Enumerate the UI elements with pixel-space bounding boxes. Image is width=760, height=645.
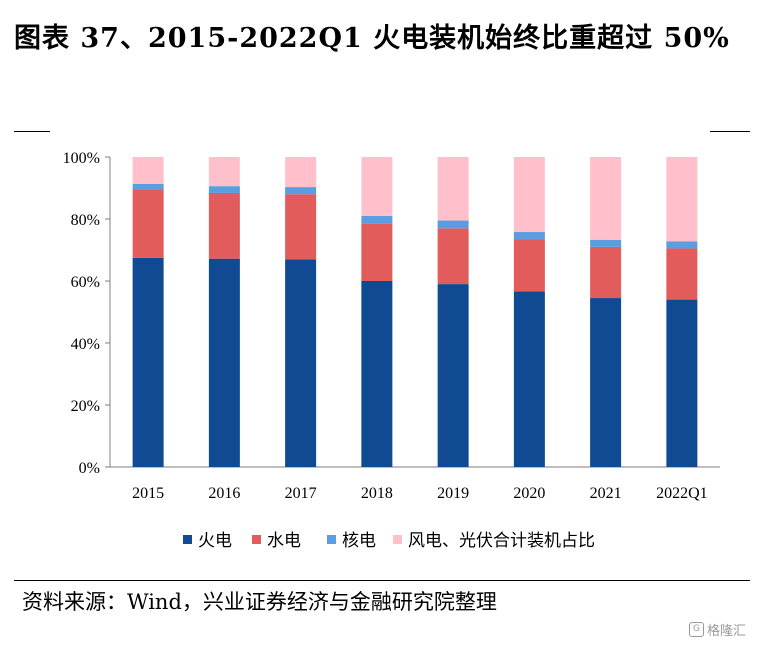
bar-segment-2015 xyxy=(132,189,164,258)
bar-segment-2022Q1 xyxy=(666,157,698,242)
bar-segment-2016 xyxy=(208,192,240,259)
title-rule-left xyxy=(14,131,50,132)
bar-segment-2021 xyxy=(590,298,622,467)
legend-label: 火电 xyxy=(198,531,232,550)
bar-segment-2018 xyxy=(361,223,393,281)
title-rule-right xyxy=(710,131,750,132)
x-tick-label: 2019 xyxy=(437,485,469,502)
source-rule xyxy=(14,580,750,581)
bar-segment-2018 xyxy=(361,215,393,224)
bar-segment-2019 xyxy=(437,228,469,285)
watermark-logo-icon: G xyxy=(688,622,704,637)
bar-segment-2016 xyxy=(208,258,240,467)
x-tick-label: 2018 xyxy=(361,485,393,502)
bar-segment-2021 xyxy=(590,239,622,247)
x-tick-label: 2016 xyxy=(208,485,240,502)
bar-segment-2022Q1 xyxy=(666,241,698,249)
x-tick-label: 2022Q1 xyxy=(656,485,708,502)
bar-segment-2015 xyxy=(132,157,164,184)
watermark-text: 格隆汇 xyxy=(706,624,746,639)
bar-segment-2021 xyxy=(590,157,622,240)
y-tick-label: 100% xyxy=(63,150,100,167)
bar-segment-2022Q1 xyxy=(666,299,698,467)
bar-segment-2022Q1 xyxy=(666,248,698,300)
bar-segment-2021 xyxy=(590,246,622,299)
watermark: G 格隆汇 xyxy=(688,620,746,639)
bar-segment-2017 xyxy=(285,187,317,195)
legend-label: 核电 xyxy=(342,531,376,550)
legend-swatch xyxy=(327,535,336,544)
legend-swatch xyxy=(393,535,402,544)
bar-segment-2020 xyxy=(513,239,545,292)
bar-segment-2017 xyxy=(285,157,317,188)
x-tick-label: 2017 xyxy=(285,485,317,502)
x-tick-label: 2015 xyxy=(132,485,164,502)
x-tick-label: 2020 xyxy=(513,485,545,502)
legend-swatch xyxy=(183,535,192,544)
y-tick-label: 20% xyxy=(71,398,100,415)
bar-segment-2020 xyxy=(513,291,545,467)
bar-segment-2020 xyxy=(513,157,545,233)
bar-segment-2015 xyxy=(132,183,164,190)
y-tick-label: 0% xyxy=(79,460,100,477)
y-tick-label: 80% xyxy=(71,212,100,229)
bar-segment-2019 xyxy=(437,157,469,221)
bar-segment-2019 xyxy=(437,284,469,467)
bar-segment-2019 xyxy=(437,220,469,229)
bar-segment-2016 xyxy=(208,186,240,193)
legend-label: 水电 xyxy=(267,531,301,550)
stacked-bar-chart: 0% 20% 40% 60% 80% 100% 2015 2016 2017 2018 2019 20… xyxy=(63,150,720,550)
bar-segment-2015 xyxy=(132,257,164,467)
bar-segment-2017 xyxy=(285,194,317,260)
bar-segment-2020 xyxy=(513,232,545,240)
bar-segment-2016 xyxy=(208,157,240,187)
y-tick-label: 40% xyxy=(71,336,100,353)
chart-title: 图表 37、2015-2022Q1 火电装机始终比重超过 50% xyxy=(14,23,730,54)
y-tick-label: 60% xyxy=(71,274,100,291)
x-tick-label: 2021 xyxy=(590,485,622,502)
legend-swatch xyxy=(252,535,261,544)
bar-segment-2018 xyxy=(361,157,393,216)
source-note: 资料来源：Wind，兴业证券经济与金融研究院整理 xyxy=(22,590,497,614)
bar-segment-2017 xyxy=(285,259,317,467)
legend-label: 风电、光伏合计装机占比 xyxy=(408,531,595,550)
bar-segment-2018 xyxy=(361,281,393,467)
